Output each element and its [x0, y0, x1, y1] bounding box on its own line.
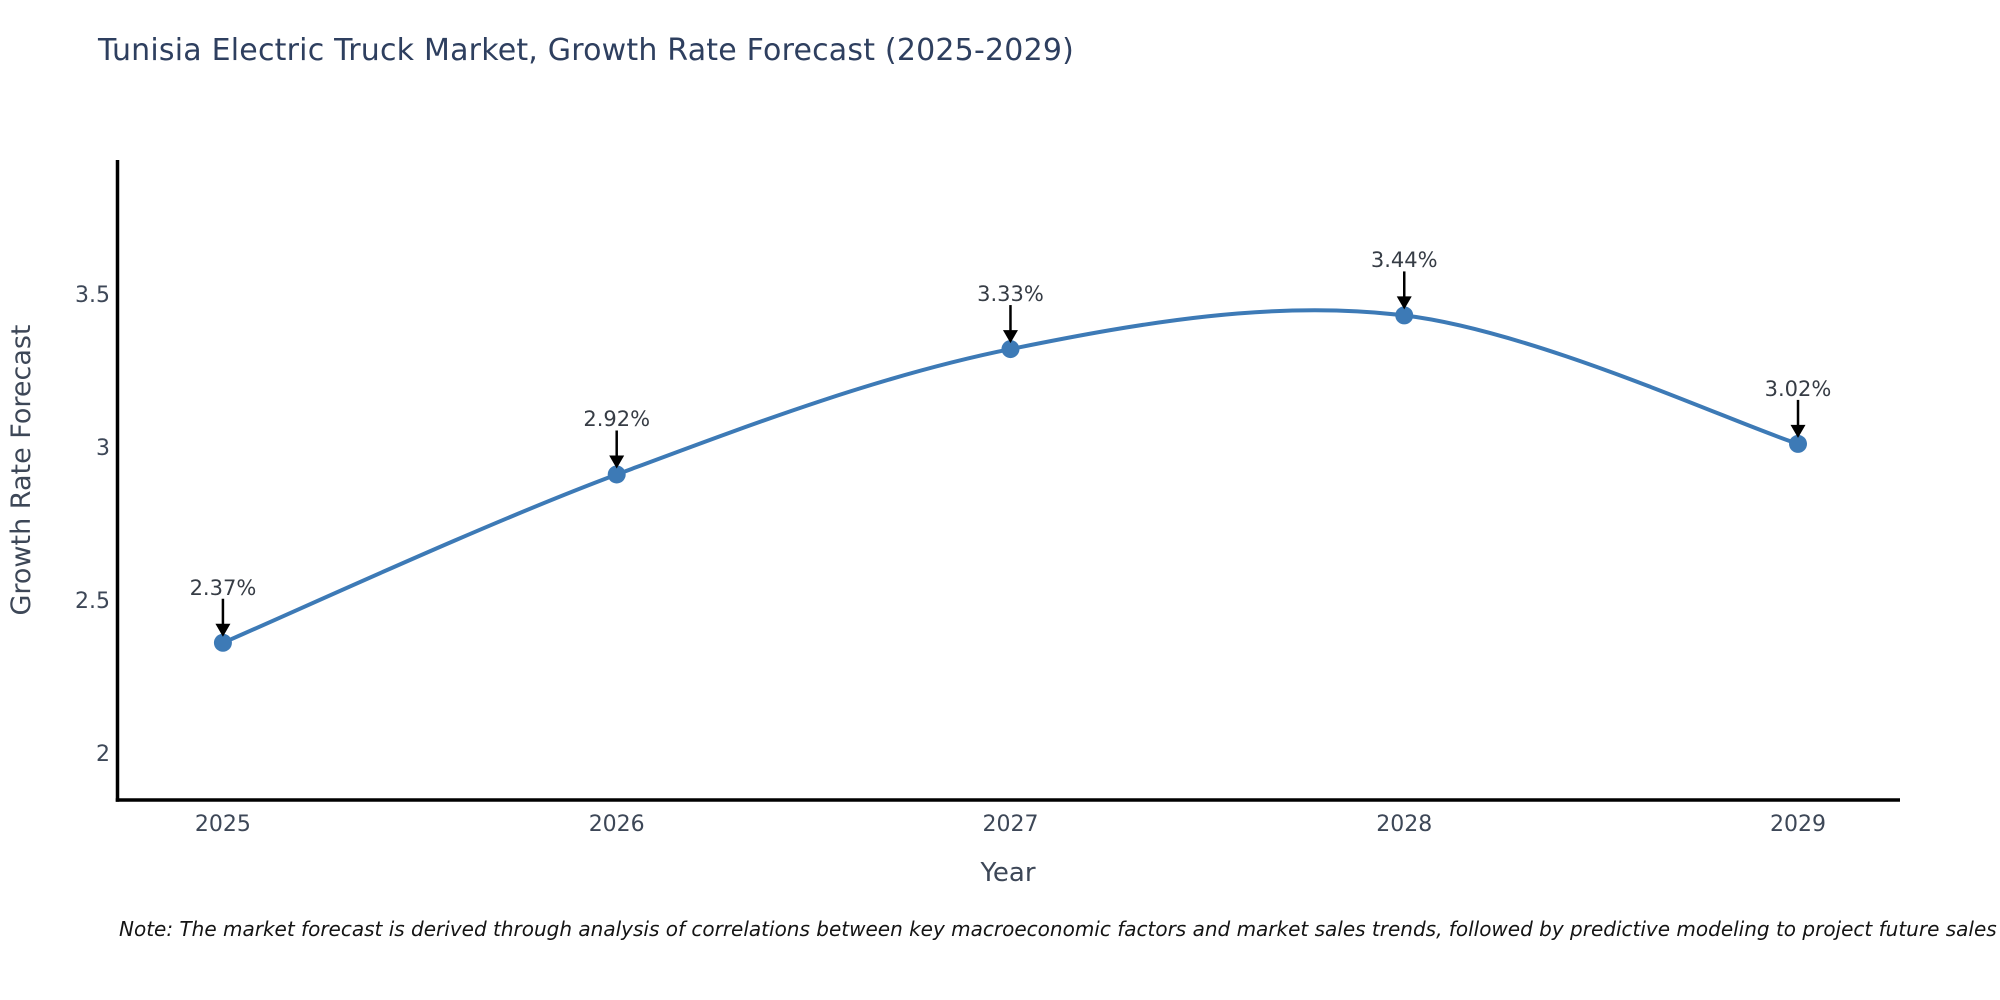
x-tick-label-2027: 2027: [982, 812, 1039, 837]
annotation-arrow-head: [215, 623, 231, 637]
annotation-arrow-head: [1002, 330, 1018, 344]
chart-title: Tunisia Electric Truck Market, Growth Ra…: [98, 33, 1075, 68]
data-point-2028: [1395, 306, 1414, 325]
data-point-2029: [1789, 434, 1808, 453]
annotation-arrow-head: [1790, 424, 1806, 438]
y-tick-label-3.5: 3.5: [75, 283, 110, 309]
x-tick-label-2029: 2029: [1770, 812, 1826, 837]
y-tick-label-2.5: 2.5: [75, 588, 110, 614]
annotation-label-2027: 3.33%: [977, 282, 1044, 307]
series-line: [220, 308, 1800, 645]
annotation-label-2029: 3.02%: [1764, 376, 1832, 401]
annotation-label-2026: 2.92%: [583, 407, 651, 432]
annotation-arrow-head: [1396, 296, 1412, 310]
y-tick-label-3: 3: [96, 436, 110, 462]
y-axis-title: Growth Rate Forecast: [6, 324, 37, 616]
x-tick-label-2025: 2025: [194, 812, 251, 837]
footnote: Note: The market forecast is derived thr…: [119, 917, 1997, 941]
x-tick-label-2028: 2028: [1376, 812, 1433, 837]
y-tick-label-2: 2: [96, 741, 110, 767]
data-point-2025: [213, 633, 232, 652]
annotation-label-2025: 2.37%: [189, 575, 257, 600]
x-tick-label-2026: 2026: [588, 812, 645, 837]
data-point-2026: [607, 465, 626, 484]
x-axis-title: Year: [980, 858, 1036, 888]
annotation-arrow-head: [609, 455, 625, 469]
annotation-label-2028: 3.44%: [1370, 248, 1438, 273]
data-point-2027: [1001, 340, 1020, 359]
